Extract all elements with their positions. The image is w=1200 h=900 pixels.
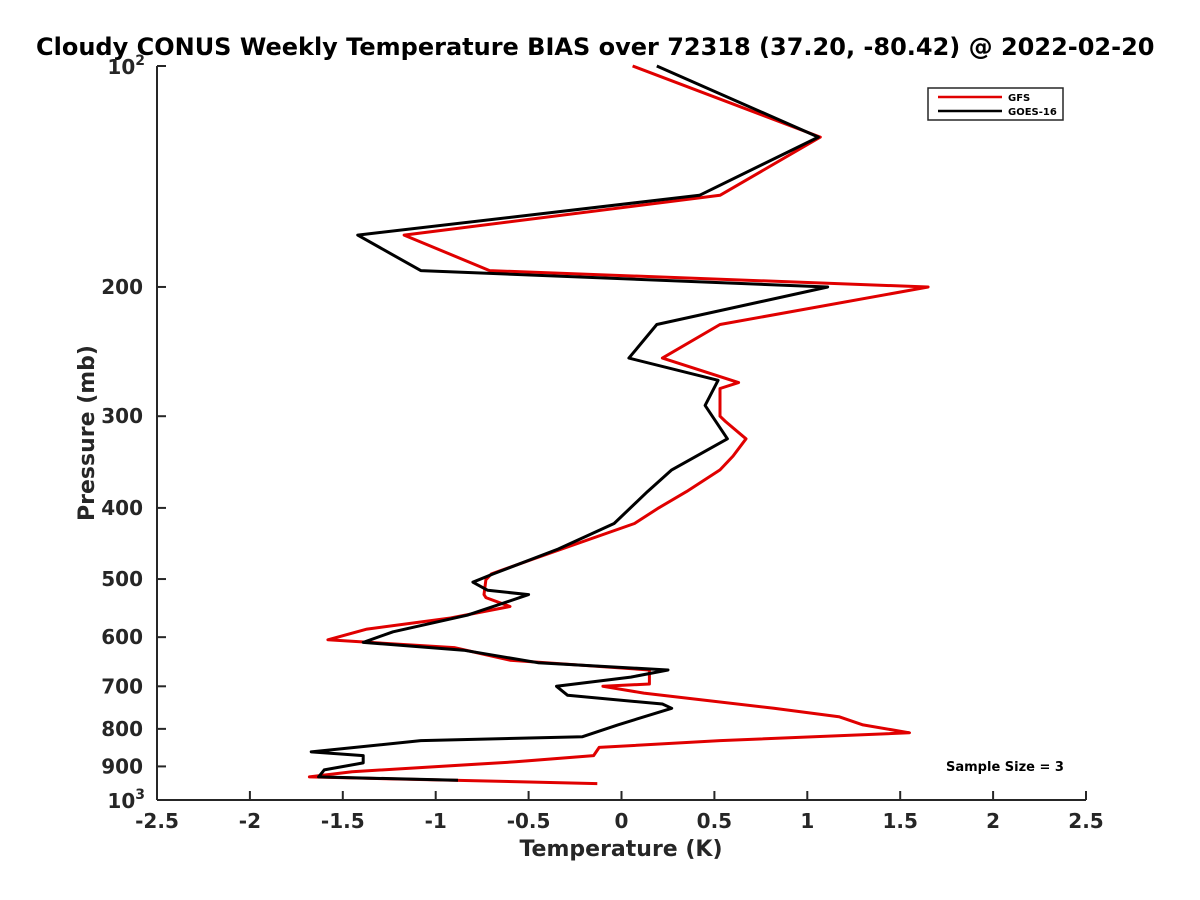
y-tick-exponent: 2 — [135, 53, 145, 69]
y-tick-label: 400 — [101, 496, 143, 520]
y-tick-label: 500 — [101, 567, 143, 591]
x-tick-label: 2 — [986, 809, 1000, 833]
y-tick-label: 300 — [101, 404, 143, 428]
legend-box — [927, 87, 1064, 121]
chart-title: Cloudy CONUS Weekly Temperature BIAS ove… — [36, 33, 1154, 61]
x-tick-label: 0 — [615, 809, 629, 833]
y-tick-label: 700 — [101, 674, 143, 698]
series-line-goes16 — [309, 64, 830, 782]
x-axis-label: Temperature (K) — [519, 837, 722, 862]
x-tick-label: -1.5 — [321, 809, 365, 833]
x-tick-label: 2.5 — [1068, 809, 1103, 833]
x-tick-label: -0.5 — [507, 809, 551, 833]
y-tick-label: 200 — [101, 275, 143, 299]
x-tick-label: 1 — [800, 809, 814, 833]
sample-size-annotation: Sample Size = 3 — [946, 760, 1064, 775]
legend: GFS GOES-16 — [927, 87, 1064, 121]
y-tick-base: 10 — [107, 789, 135, 813]
y-axis-label: Pressure (mb) — [75, 345, 100, 521]
x-tick-label: -2.5 — [135, 809, 179, 833]
y-tick-label: 900 — [101, 754, 143, 778]
x-ticks: -2.5 -2 -1.5 -1 -0.5 0 0.5 1 1.5 2 2.5 — [135, 791, 1104, 833]
x-tick-label: 1.5 — [882, 809, 917, 833]
y-tick-label: 600 — [101, 625, 143, 649]
y-tick-base: 10 — [107, 55, 135, 79]
x-tick-label: 0.5 — [697, 809, 732, 833]
y-tick-label: 102 — [107, 53, 145, 79]
series-lines — [307, 64, 930, 786]
legend-label-gfs: GFS — [1008, 93, 1030, 104]
y-tick-exponent: 3 — [135, 787, 145, 803]
series-line-gfs — [307, 64, 930, 786]
y-tick-label: 800 — [101, 717, 143, 741]
y-tick-label: 103 — [107, 787, 145, 813]
x-tick-label: -2 — [239, 809, 261, 833]
x-tick-label: -1 — [425, 809, 447, 833]
legend-label-goes16: GOES-16 — [1008, 107, 1057, 118]
